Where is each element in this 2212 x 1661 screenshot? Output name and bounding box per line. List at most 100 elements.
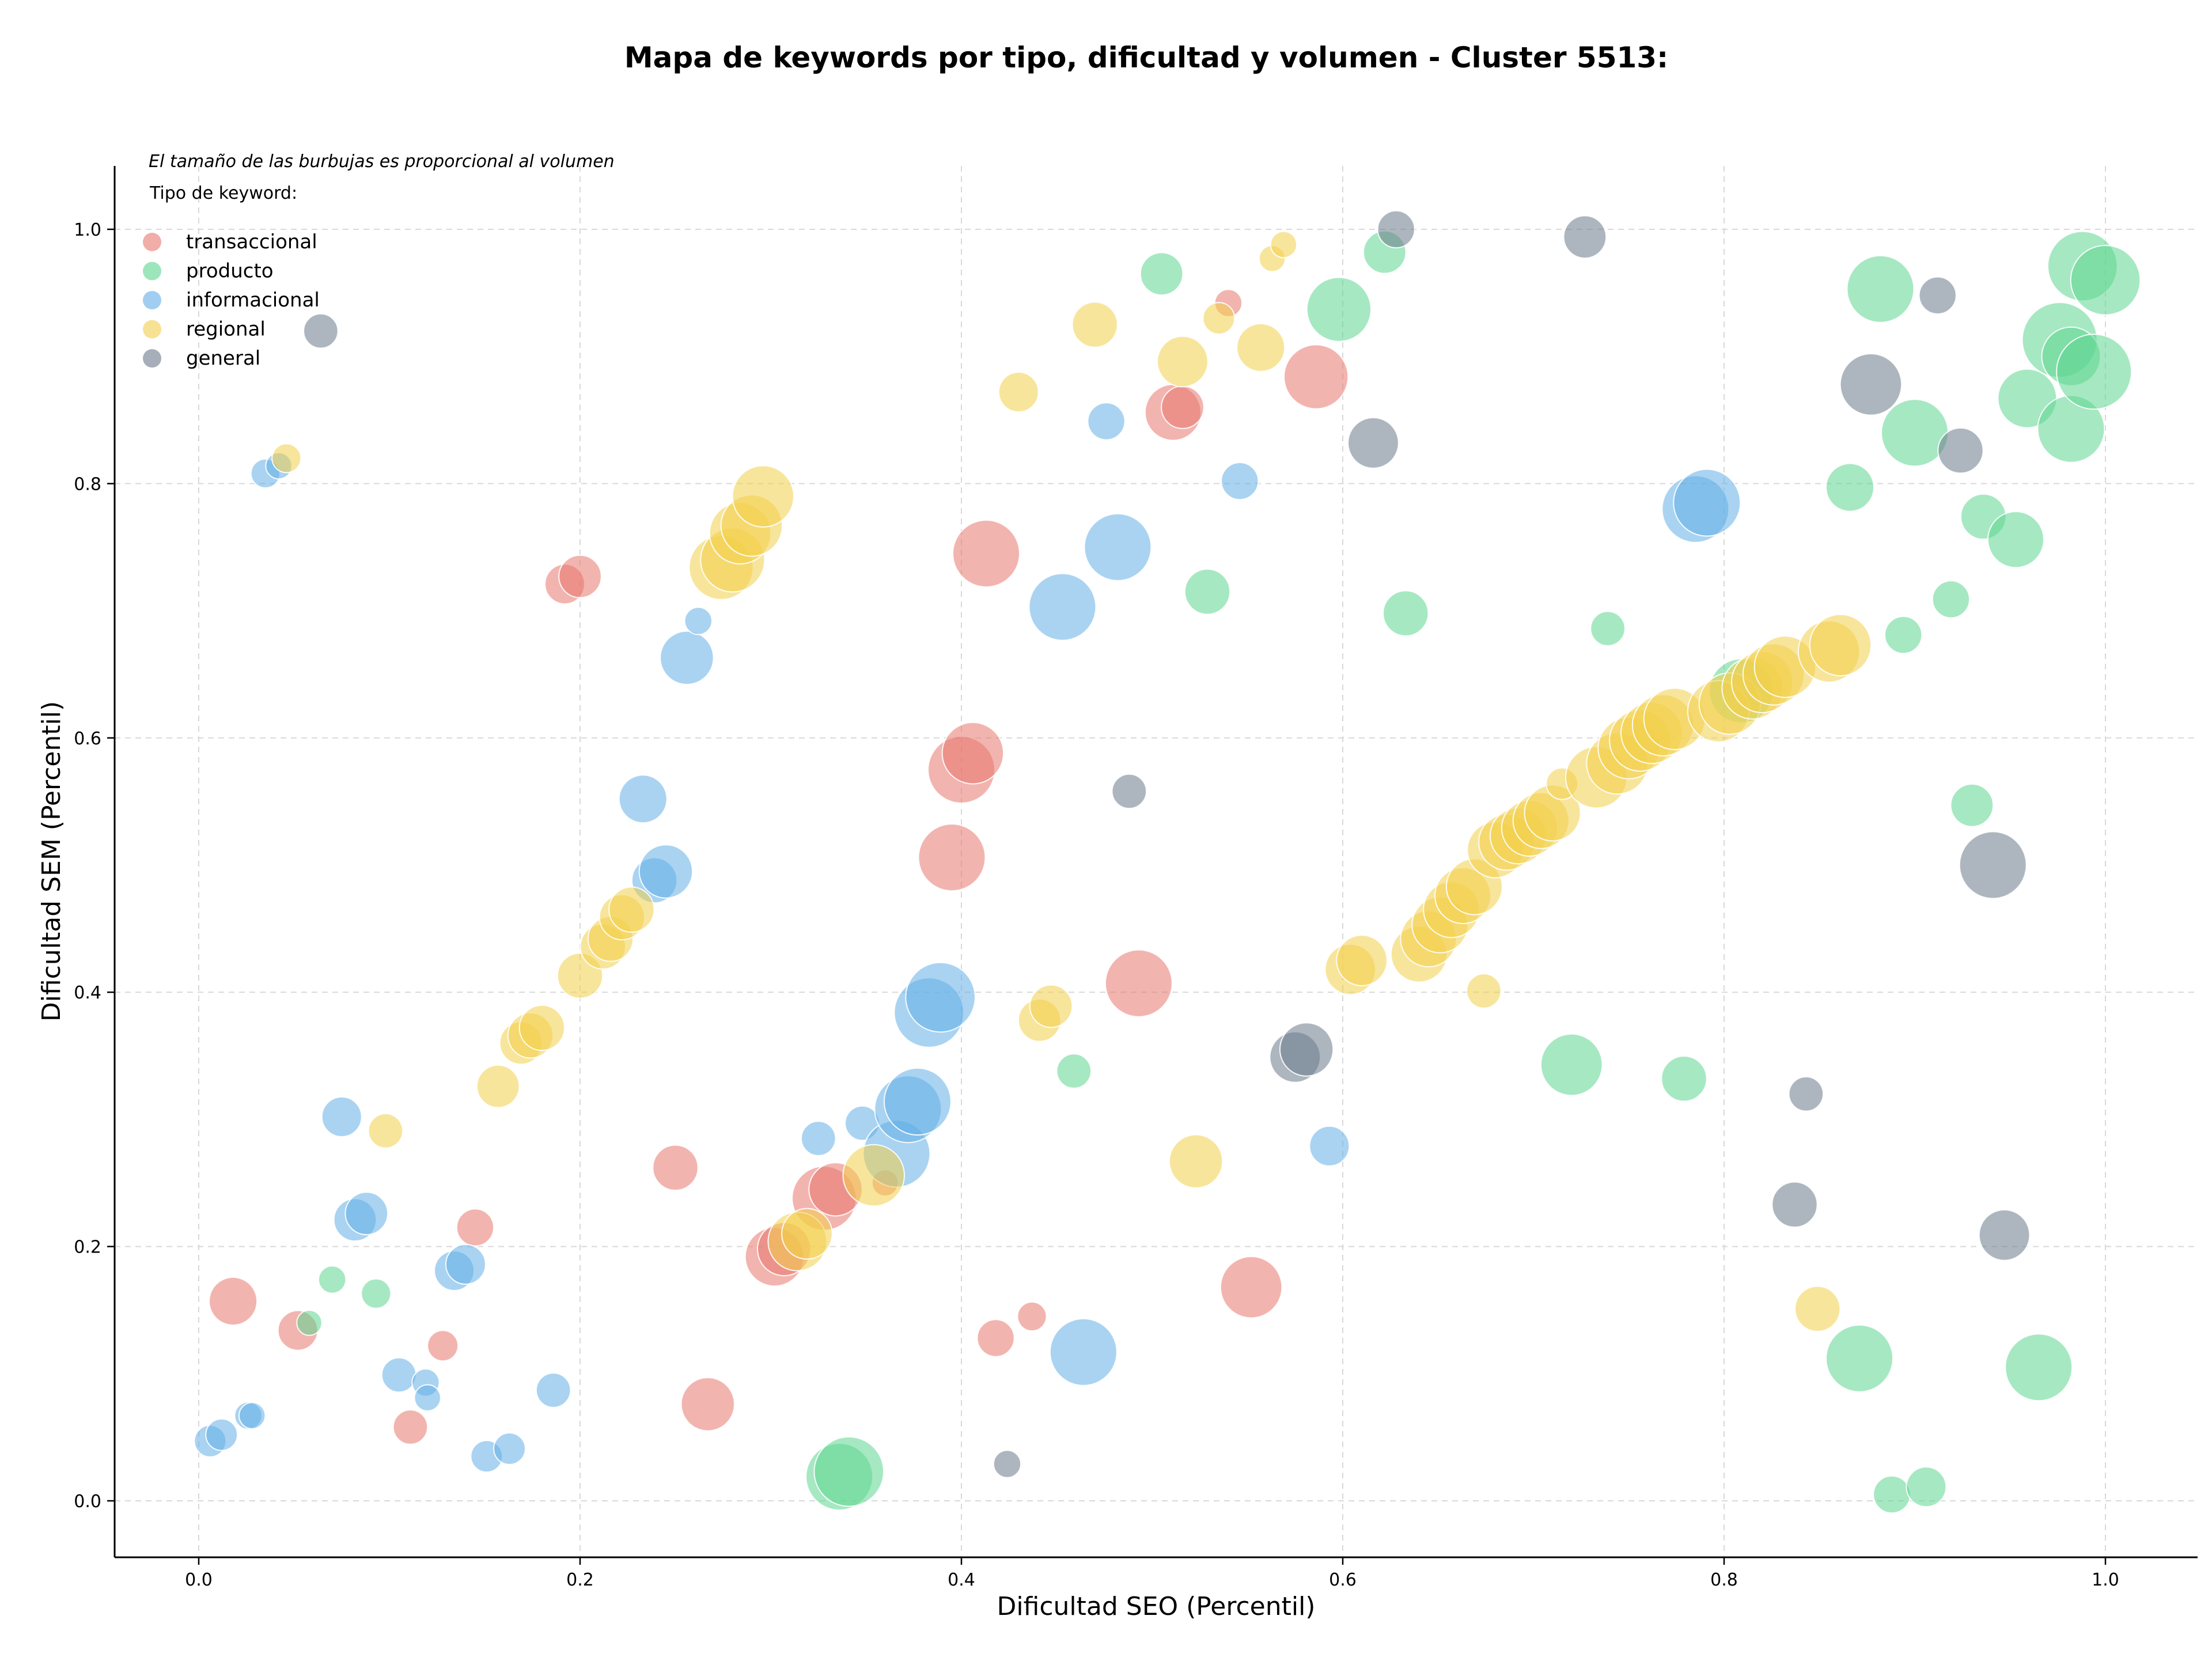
bubble-regional [1794, 1285, 1841, 1332]
bubble-producto [1873, 1475, 1911, 1514]
x-tick-label: 0.2 [566, 1570, 594, 1590]
legend-label-regional: regional [186, 318, 266, 341]
bubble-transaccional [652, 1144, 699, 1191]
bubble-informacional [535, 1372, 571, 1408]
x-tick-label: 1.0 [2092, 1570, 2119, 1590]
bubble-transaccional [558, 554, 602, 599]
bubble-informacional [493, 1432, 526, 1465]
bubble-general [1788, 1076, 1824, 1112]
bubble-producto [1846, 255, 1915, 323]
bubble-informacional [684, 607, 713, 635]
bubble-transaccional [1283, 344, 1349, 410]
legend-marker-informacional [143, 291, 161, 309]
bubble-general [1839, 353, 1903, 416]
bubble-informacional [344, 1191, 389, 1236]
bubble-producto [2056, 334, 2133, 410]
y-tick-label: 0.6 [74, 729, 101, 749]
bubble-general [1918, 276, 1957, 315]
bubble-general [993, 1450, 1022, 1478]
bubble-informacional [414, 1384, 441, 1412]
bubble-producto [2005, 1333, 2073, 1402]
bubble-transaccional [680, 1377, 735, 1432]
bubble-informacional [660, 630, 714, 685]
bubble-transaccional [941, 722, 1005, 785]
y-tick-label: 0.2 [74, 1238, 101, 1258]
bubble-regional [1071, 301, 1118, 348]
bubble-general [1563, 215, 1607, 259]
bubble-size-note: El tamaño de las burbujas es proporciona… [149, 152, 615, 172]
bubble-regional [1029, 984, 1073, 1028]
bubble-general [1377, 210, 1415, 249]
bubble-producto [813, 1436, 885, 1507]
bubble-general [1347, 417, 1399, 469]
bubble-regional [781, 1208, 833, 1260]
series-producto [296, 230, 2141, 1514]
bubble-producto [1661, 1055, 1707, 1102]
bubble-informacional [445, 1244, 486, 1285]
bubble-informacional [883, 1068, 952, 1136]
bubble-producto [1825, 463, 1874, 512]
bubble-regional [998, 372, 1039, 413]
bubble-producto [1540, 1033, 1603, 1096]
bubble-regional [608, 886, 655, 933]
series-general [303, 210, 2031, 1478]
bubble-regional [1466, 973, 1502, 1009]
bubble-regional [1236, 323, 1286, 372]
bubble-informacional [1084, 513, 1152, 581]
y-tick-label: 0.4 [74, 983, 101, 1003]
bubble-regional [1336, 934, 1388, 986]
legend-label-general: general [186, 347, 260, 370]
bubble-informacional [238, 1402, 266, 1429]
legend-marker-general [143, 349, 161, 368]
bubble-general [1978, 1209, 2031, 1261]
bubble-informacional [638, 844, 694, 899]
bubble-transaccional [392, 1409, 429, 1445]
bubble-regional [1270, 230, 1298, 259]
y-tick-label: 0.0 [74, 1492, 101, 1512]
bubble-transaccional [1161, 385, 1205, 429]
y-tick-label: 0.8 [74, 474, 101, 494]
bubble-producto [318, 1265, 347, 1294]
x-tick-label: 0.6 [1329, 1570, 1357, 1590]
y-axis-label: Dificultad SEM (Percentil) [37, 701, 66, 1021]
legend-label-transaccional: transaccional [186, 230, 317, 253]
bubble-transaccional [1104, 949, 1173, 1017]
x-tick-label: 0.0 [185, 1570, 213, 1590]
bubble-transaccional [976, 1319, 1015, 1357]
bubble-informacional [321, 1096, 362, 1137]
bubble-informacional [1087, 402, 1126, 441]
bubble-producto [1931, 580, 1970, 619]
bubble-informacional [1028, 573, 1097, 641]
legend-label-producto: producto [186, 260, 274, 283]
bubble-regional [518, 1004, 565, 1051]
bubble-informacional [618, 774, 668, 824]
bubble-informacional [1309, 1125, 1350, 1167]
bubble-informacional [205, 1418, 238, 1451]
bubble-transaccional [918, 823, 986, 892]
bubble-general [1279, 1022, 1334, 1077]
bubble-informacional [801, 1121, 836, 1156]
bubble-producto [1825, 1324, 1893, 1393]
bubble-producto [1056, 1053, 1092, 1089]
bubble-general [303, 313, 339, 349]
legend-marker-regional [143, 320, 161, 339]
series-informacional [194, 402, 1741, 1473]
bubble-transaccional [1017, 1301, 1047, 1332]
bubble-regional [1809, 614, 1872, 676]
x-tick-label: 0.8 [1710, 1570, 1738, 1590]
bubble-producto [1987, 510, 2044, 569]
bubble-transaccional [209, 1277, 258, 1326]
bubble-producto [1139, 252, 1184, 296]
x-tick-label: 0.4 [948, 1570, 975, 1590]
chart-title: Mapa de keywords por tipo, dificultad y … [624, 41, 1668, 74]
bubble-general [1111, 773, 1147, 809]
bubble-transaccional [1219, 1255, 1283, 1319]
bubble-general [1937, 427, 1984, 474]
bubble-informacional [1049, 1318, 1118, 1386]
x-axis-label: Dificultad SEO (Percentil) [997, 1592, 1316, 1621]
bubble-producto [1306, 277, 1372, 342]
bubble-regional [1168, 1134, 1224, 1189]
bubble-producto [2070, 244, 2141, 316]
bubble-regional [368, 1113, 404, 1149]
